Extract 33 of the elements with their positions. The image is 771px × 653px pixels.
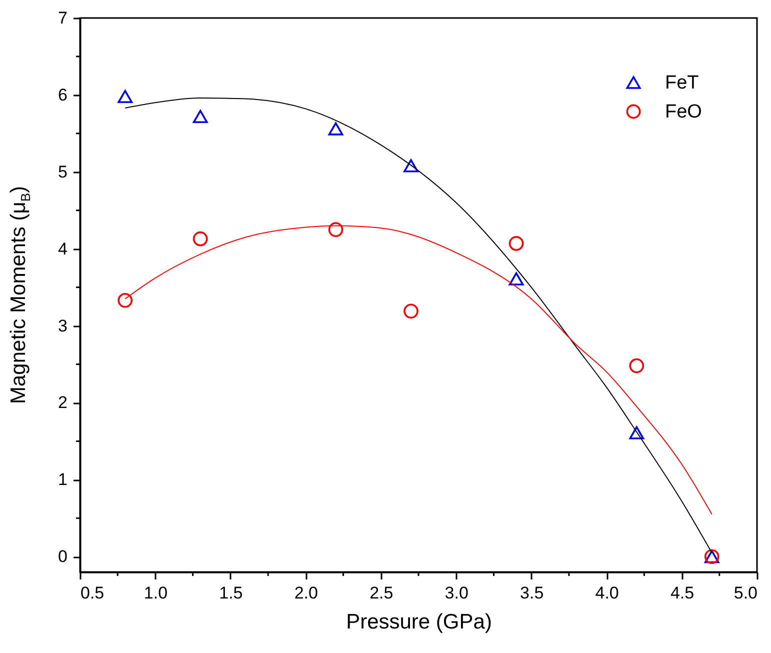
y-tick-label: 7 <box>58 8 68 28</box>
legend-label: FeT <box>665 72 700 94</box>
point <box>404 159 418 172</box>
point <box>192 231 208 246</box>
x-tick-label: 4.0 <box>595 584 619 602</box>
point <box>629 426 644 440</box>
x-tick-label: 1.5 <box>219 584 243 602</box>
y-tick-label: 2 <box>58 393 68 412</box>
y-tick-label: 6 <box>58 85 68 104</box>
x-tick-label: 3.0 <box>444 584 468 602</box>
x-tick-label: 1.0 <box>144 584 168 602</box>
point <box>118 90 133 104</box>
x-tick-label: 3.5 <box>520 584 544 602</box>
point <box>328 222 344 238</box>
y-tick-label: 5 <box>58 162 68 182</box>
legend-label: FeO <box>665 102 702 122</box>
y-tick-label: 3 <box>58 316 68 336</box>
point <box>629 358 644 374</box>
x-tick-label: 5.0 <box>734 584 758 602</box>
point <box>508 236 524 251</box>
point <box>328 122 344 136</box>
x-axis-title: Pressure (GPa) <box>346 610 492 634</box>
x-tick-label: 2.0 <box>294 584 318 602</box>
x-tick-label: 4.5 <box>670 584 694 602</box>
point <box>118 292 133 308</box>
x-tick-label: 0.5 <box>80 584 104 602</box>
x-tick-label: 2.5 <box>370 584 394 602</box>
y-tick-label: 4 <box>58 239 68 258</box>
y-tick-label: 1 <box>58 470 68 490</box>
point <box>192 110 208 124</box>
point <box>404 304 418 319</box>
y-tick-label: 0 <box>58 547 68 566</box>
point <box>508 272 524 286</box>
